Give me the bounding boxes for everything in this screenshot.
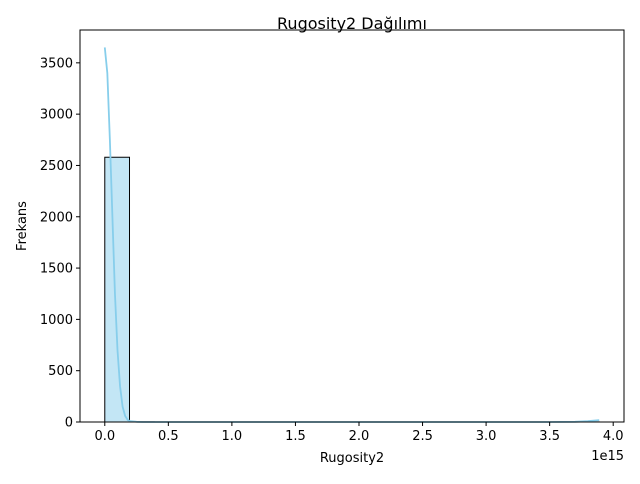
x-axis-label: Rugosity2	[320, 451, 384, 466]
axes	[80, 30, 624, 422]
y-axis-label: Frekans	[15, 201, 30, 251]
y-axis-ticks: 0 500 1000 1500 2000 2500 3000 3500	[40, 56, 80, 430]
x-tick-label: 3.0	[476, 429, 497, 444]
x-axis-offset-label: 1e15	[591, 449, 624, 464]
histogram-bars	[105, 157, 599, 422]
y-tick-label: 3000	[40, 108, 73, 123]
y-tick-label: 2000	[40, 210, 73, 225]
y-tick-label: 2500	[40, 159, 73, 174]
histogram-bar	[105, 157, 130, 422]
kde-line	[105, 47, 599, 422]
x-tick-label: 1.0	[222, 429, 243, 444]
x-tick-label: 1.5	[285, 429, 306, 444]
x-tick-label: 0.0	[94, 429, 115, 444]
plot-area-frame	[80, 30, 624, 422]
x-tick-label: 2.0	[349, 429, 370, 444]
x-tick-label: 0.5	[158, 429, 179, 444]
y-tick-label: 1500	[40, 262, 73, 277]
x-axis-ticks: 0.0 0.5 1.0 1.5 2.0 2.5 3.0 3.5 4.0	[94, 422, 623, 444]
x-tick-label: 2.5	[412, 429, 433, 444]
chart-title: Rugosity2 Dağılımı	[277, 14, 427, 33]
y-tick-label: 3500	[40, 56, 73, 71]
y-tick-label: 1000	[40, 313, 73, 328]
kde-layer	[105, 47, 599, 422]
x-tick-label: 4.0	[603, 429, 624, 444]
y-tick-label: 500	[48, 364, 73, 379]
y-tick-label: 0	[65, 416, 73, 431]
x-tick-label: 3.5	[539, 429, 560, 444]
